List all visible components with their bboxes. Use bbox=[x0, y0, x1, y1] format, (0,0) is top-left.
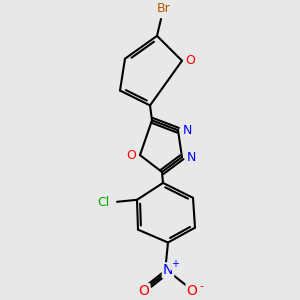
Text: Br: Br bbox=[157, 2, 171, 15]
Text: O: O bbox=[187, 284, 197, 298]
Text: O: O bbox=[139, 284, 149, 298]
Text: +: + bbox=[171, 260, 179, 269]
Text: Cl: Cl bbox=[97, 196, 109, 209]
Text: O: O bbox=[126, 148, 136, 162]
Text: -: - bbox=[199, 281, 203, 291]
Text: O: O bbox=[185, 54, 195, 67]
Text: N: N bbox=[163, 263, 173, 277]
Text: N: N bbox=[186, 151, 196, 164]
Text: N: N bbox=[182, 124, 192, 137]
